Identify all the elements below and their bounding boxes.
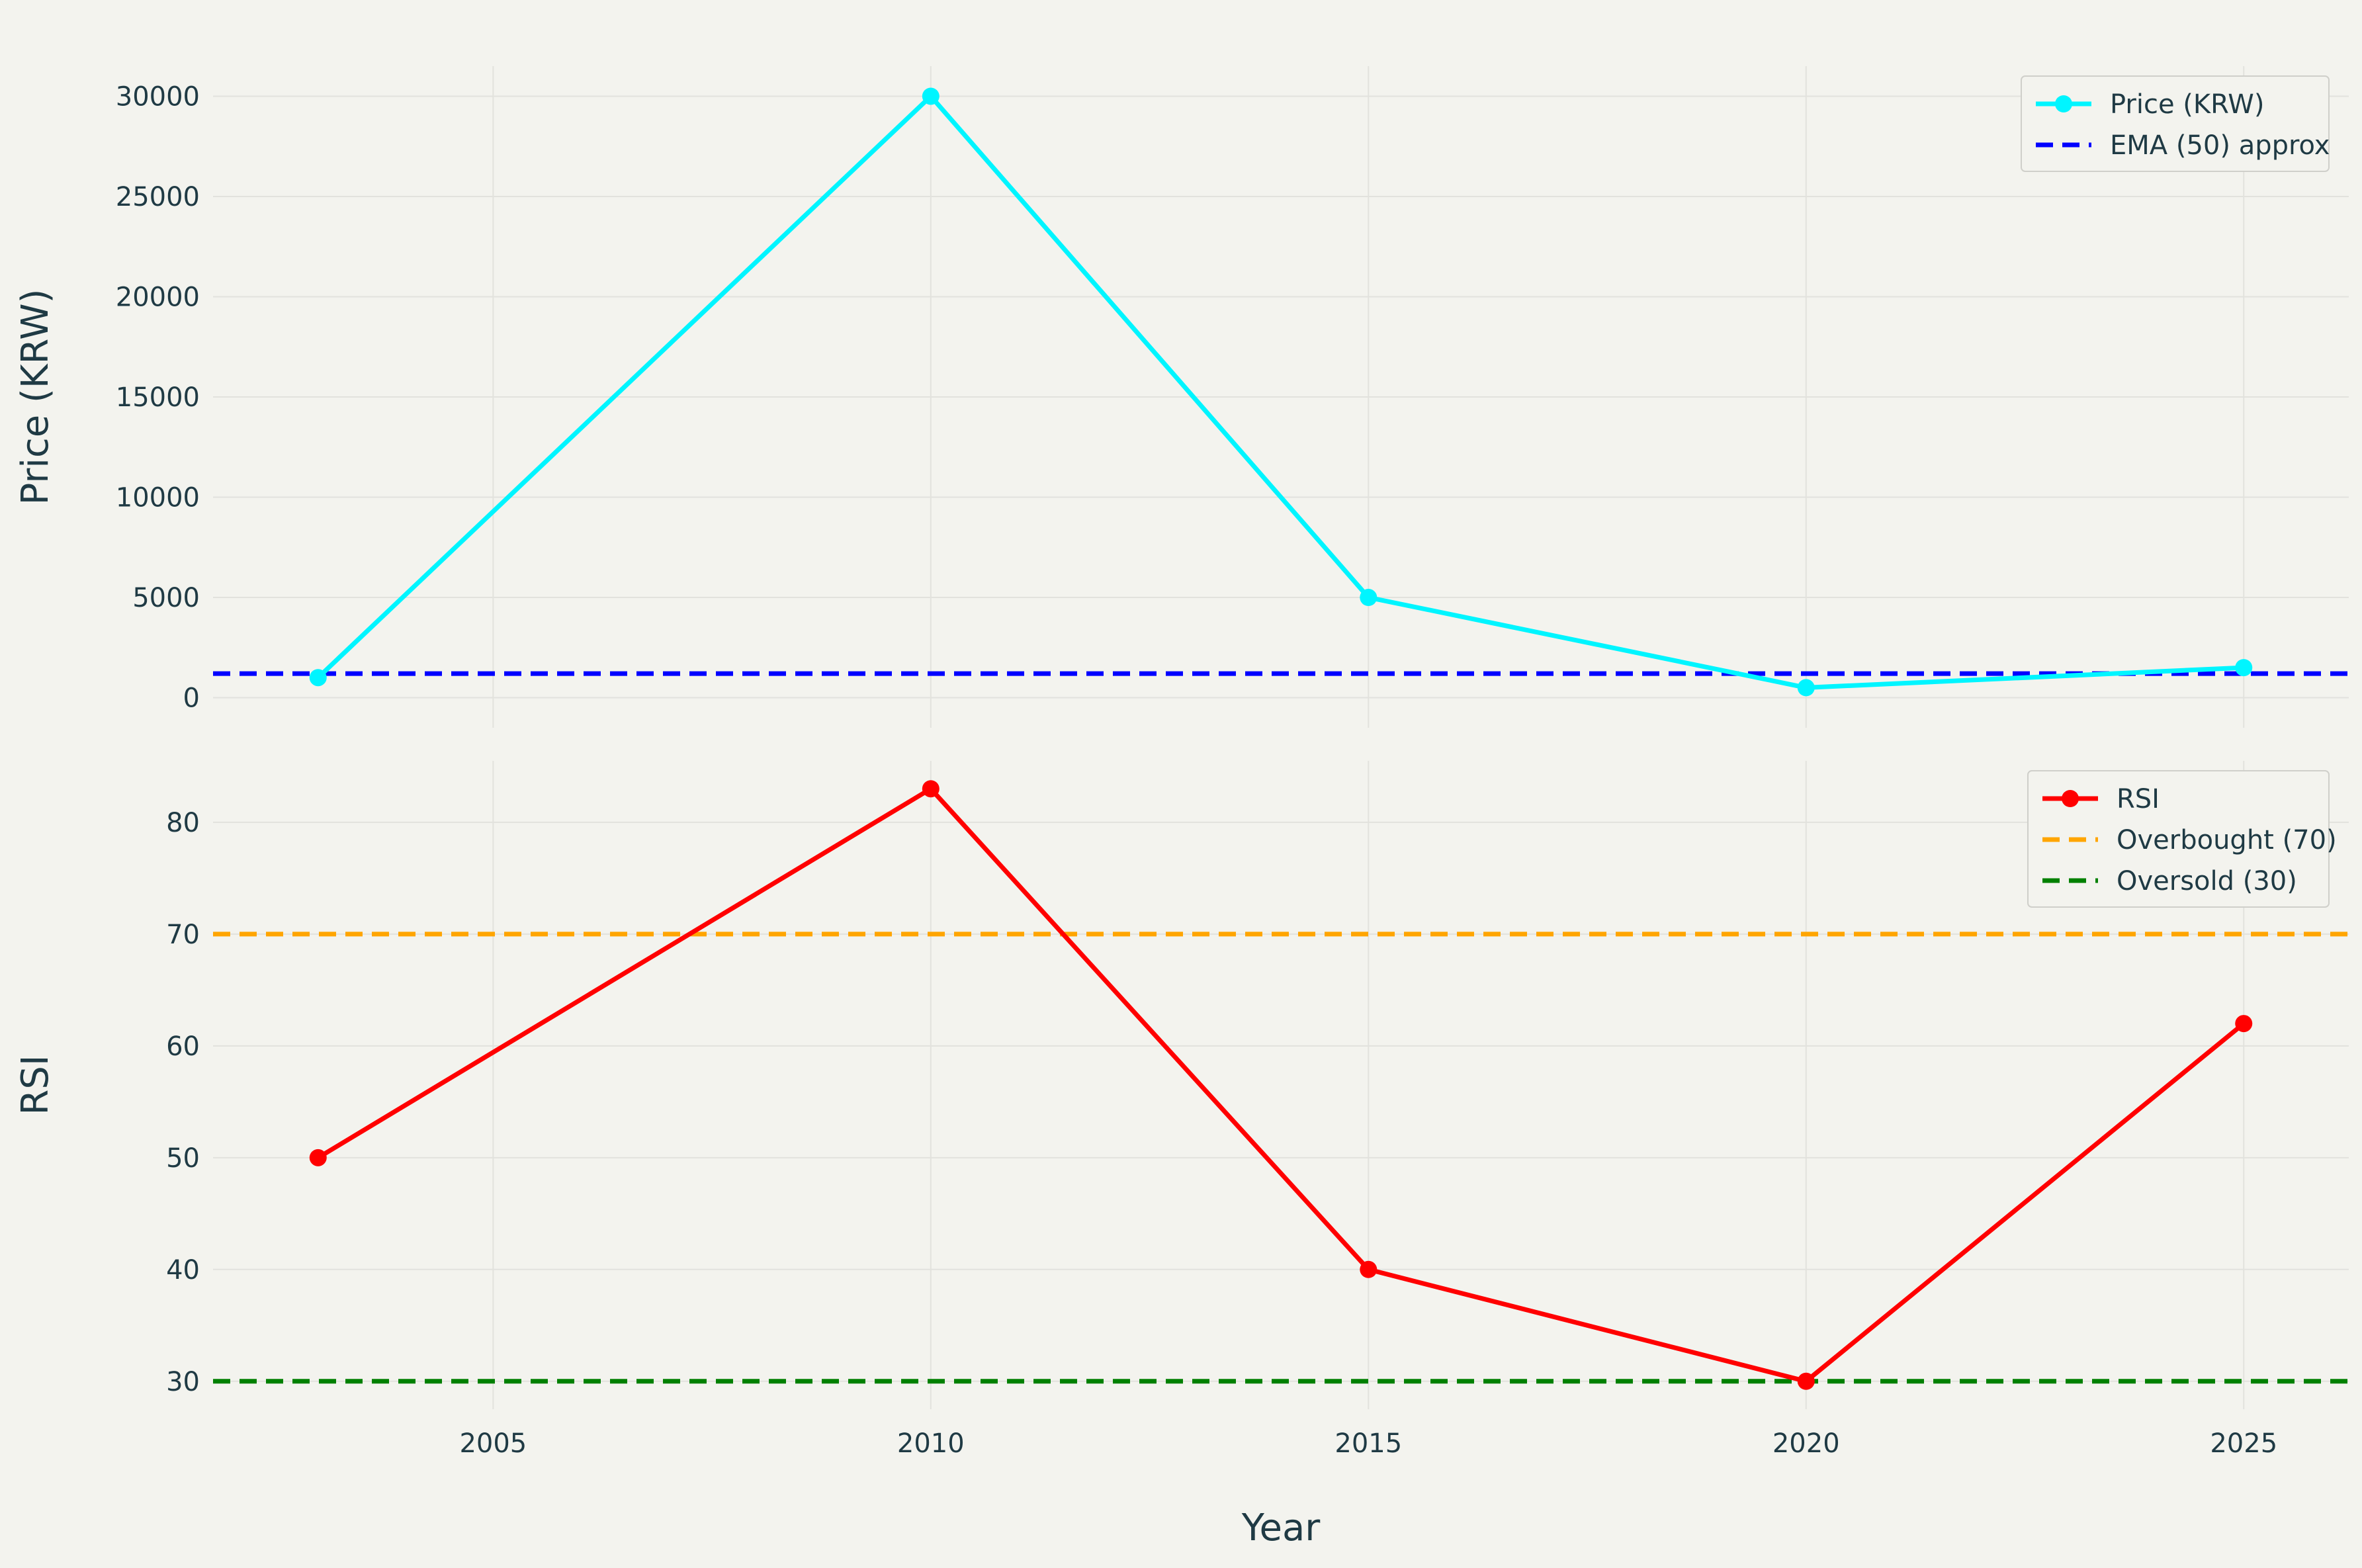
price-legend-label: Price (KRW) [2110,89,2264,120]
rsi-rsi-point [2235,1015,2253,1033]
price-ytick-label: 10000 [116,483,200,513]
price-price-krw-point [922,87,940,105]
price-ytick-label: 25000 [116,182,200,212]
price-ytick-label: 15000 [116,382,200,413]
rsi-rsi-point [309,1149,327,1166]
rsi-rsi-point [1360,1260,1378,1278]
rsi-ytick-label: 30 [166,1367,200,1397]
rsi-xtick-label: 2005 [459,1428,527,1459]
rsi-legend-marker [2062,790,2079,807]
price-ytick-label: 0 [183,683,200,714]
price-legend [2021,75,2330,172]
rsi-legend-label: RSI [2117,784,2160,814]
price-price-krw-point [1360,589,1378,607]
rsi-rsi-point [1797,1372,1815,1390]
rsi-ytick-label: 80 [166,808,200,838]
rsi-rsi-point [922,780,940,798]
price-price-krw-point [309,669,327,687]
rsi-xtick-label: 2025 [2210,1428,2277,1459]
x-axis-title: Year [1241,1506,1321,1549]
rsi-ytick-label: 40 [166,1255,200,1285]
price-price-krw-point [2235,659,2253,677]
rsi-legend-label: Oversold (30) [2117,866,2297,896]
rsi-xtick-label: 2010 [897,1428,965,1459]
price-price-krw-line [316,93,2244,690]
price-y-axis-title: Price (KRW) [14,289,57,505]
price-ytick-label: 5000 [132,583,200,613]
rsi-ytick-label: 60 [166,1031,200,1062]
rsi-rsi-line [316,786,2246,1384]
rsi-y-axis-title: RSI [14,1055,57,1115]
rsi-xtick-label: 2020 [1772,1428,1840,1459]
price-ytick-label: 30000 [116,81,200,112]
rsi-ytick-label: 50 [166,1143,200,1174]
price-legend-label: EMA (50) approx [2110,130,2330,161]
rsi-legend [2027,770,2330,908]
price-ytick-label: 20000 [116,282,200,312]
rsi-ytick-label: 70 [166,920,200,950]
price-price-krw-point [1797,679,1815,697]
rsi-xtick-label: 2015 [1334,1428,1402,1459]
rsi-legend-label: Overbought (70) [2117,825,2337,855]
price-legend-marker [2055,95,2072,112]
